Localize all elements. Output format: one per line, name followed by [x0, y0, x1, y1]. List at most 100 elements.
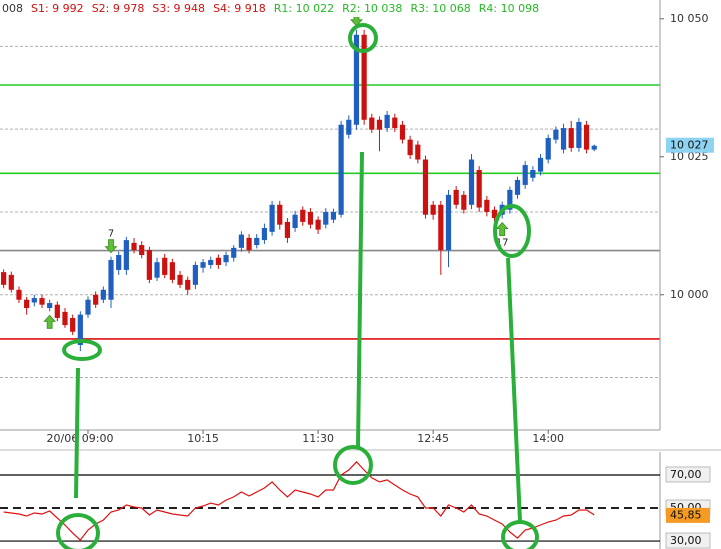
header-item: R2: 10 038 — [342, 2, 402, 15]
header-item: S1: 9 992 — [31, 2, 84, 15]
header-item: 008 — [2, 2, 23, 15]
candle-body — [162, 257, 168, 275]
candle-body — [346, 119, 352, 135]
candle-body — [399, 124, 406, 140]
header-item: R1: 10 022 — [274, 2, 334, 15]
signal-arrow — [104, 239, 118, 254]
header-background — [0, 0, 566, 17]
candle-body — [131, 242, 137, 251]
candle-body — [116, 255, 122, 270]
candle-body — [261, 227, 268, 241]
candle-body — [93, 294, 99, 305]
time-axis-band — [0, 430, 660, 452]
candle-body — [108, 259, 114, 300]
candle-body — [16, 289, 22, 300]
candle-body — [530, 170, 536, 178]
candle-body — [553, 129, 559, 140]
signal-arrow — [495, 221, 509, 236]
candle-body — [24, 299, 30, 309]
candle-body — [384, 114, 390, 129]
candle-body — [284, 221, 291, 238]
candle-body — [169, 262, 175, 280]
signal-arrow — [43, 314, 57, 329]
candle-body — [62, 311, 68, 326]
header-item: S3: 9 948 — [152, 2, 205, 15]
candle-body — [361, 34, 367, 120]
candle-body — [453, 189, 459, 205]
candle-body — [545, 137, 551, 160]
candle-body — [139, 245, 145, 256]
candle-body — [39, 298, 45, 305]
candle-body — [491, 209, 498, 219]
indicator-level-box — [665, 532, 711, 549]
candle-body — [369, 117, 375, 130]
last-price-box — [666, 137, 714, 153]
indicator-level-box — [665, 466, 711, 483]
candle-body — [468, 159, 475, 205]
candle-body — [330, 211, 337, 220]
candle-body — [192, 264, 198, 285]
candle-body — [208, 259, 214, 265]
candle-body — [476, 170, 482, 208]
x-tick-label: 10:15 — [187, 432, 219, 445]
indicator-level-label: 30,00 — [670, 534, 702, 547]
annotation-ellipse — [56, 513, 100, 549]
candle-body — [484, 199, 490, 212]
candle-body — [300, 209, 306, 222]
header-item: S4: 9 918 — [213, 2, 266, 15]
candle-body — [407, 139, 413, 156]
annotation-ellipse — [501, 520, 539, 549]
candle-body — [254, 237, 260, 246]
candle-body — [415, 144, 421, 160]
candle-body — [8, 274, 14, 290]
candle-body — [568, 128, 574, 148]
annotation-line — [74, 367, 80, 499]
candle-body — [77, 314, 83, 345]
candle-body — [522, 165, 528, 185]
candle-body — [315, 219, 321, 230]
candle-body — [591, 145, 597, 150]
header-item: R3: 10 068 — [410, 2, 470, 15]
candle-body — [31, 298, 37, 303]
indicator-last-label: 45,85 — [670, 508, 702, 521]
candle-body — [70, 317, 76, 332]
candle-body — [231, 247, 237, 258]
candle-body — [376, 119, 383, 130]
candle-body — [430, 204, 436, 215]
candle-body — [100, 289, 106, 300]
candle-body — [514, 179, 521, 195]
candle-body — [560, 128, 567, 150]
annotation-ellipse — [62, 339, 102, 361]
candle-body — [85, 299, 91, 315]
last-price-label: 10 027 — [670, 139, 709, 152]
candle-body — [445, 194, 452, 251]
candle-body — [238, 234, 245, 248]
y-tick-label: 10 000 — [670, 288, 709, 301]
candle-body — [576, 121, 582, 148]
candle-body — [1, 272, 7, 285]
annotation-ellipse — [348, 23, 378, 53]
indicator-line — [3, 461, 595, 541]
candle-body — [123, 240, 129, 270]
candle-body — [177, 274, 183, 285]
y-tick-label: 10 025 — [670, 150, 709, 163]
candle-body — [353, 34, 360, 125]
x-tick-label: 14:00 — [532, 432, 564, 445]
candle-body — [200, 262, 206, 268]
x-tick-label: 11:30 — [302, 432, 334, 445]
candle-body — [185, 279, 191, 290]
candle-body — [307, 211, 314, 225]
candle-body — [292, 214, 298, 228]
candle-body — [277, 204, 283, 225]
indicator-last-box — [666, 507, 710, 523]
candle-body — [461, 194, 467, 210]
candle-body — [223, 255, 229, 263]
candle-body — [54, 304, 60, 318]
candle-body — [392, 117, 398, 129]
annotation-ellipse — [493, 204, 531, 258]
candle-body — [583, 124, 590, 150]
x-tick-label: 12:45 — [417, 432, 449, 445]
x-tick-label: 20/06 09:00 — [47, 432, 114, 445]
header-item: S2: 9 978 — [92, 2, 145, 15]
y-tick-label: 10 050 — [670, 12, 709, 25]
